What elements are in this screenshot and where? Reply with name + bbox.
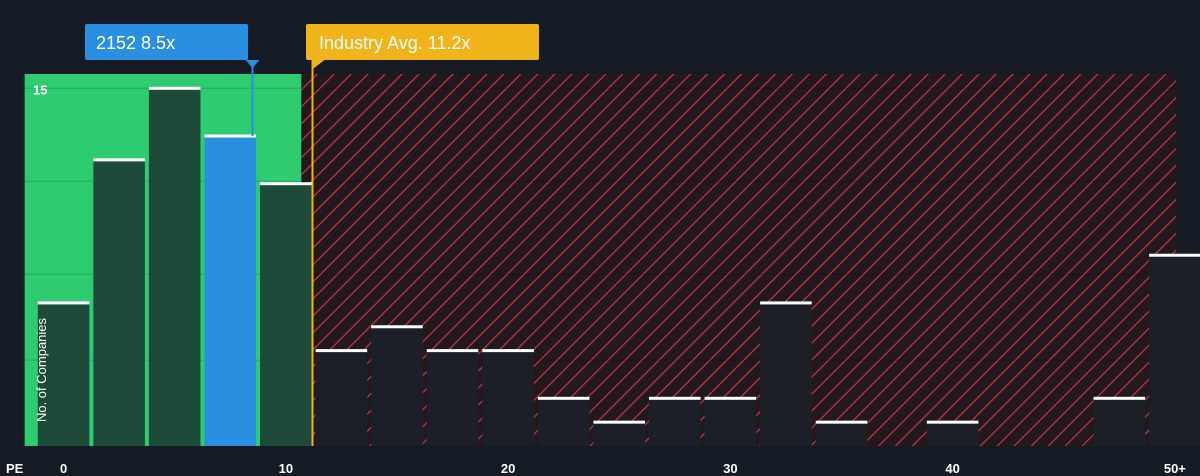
histogram-bar-cap xyxy=(204,134,257,138)
x-tick-label: 50+ xyxy=(1164,461,1186,476)
industry-avg-callout-label: Industry Avg. 11.2x xyxy=(319,33,470,53)
histogram-bar xyxy=(148,88,201,447)
histogram-bar-cap xyxy=(148,86,201,90)
x-tick-label: 20 xyxy=(501,461,515,476)
histogram-bar-cap xyxy=(1149,253,1200,257)
company-callout-pointer xyxy=(245,60,260,68)
histogram-bar-cap xyxy=(426,349,479,353)
histogram-bar-cap xyxy=(37,301,90,305)
histogram-bar xyxy=(482,350,534,446)
histogram-bar xyxy=(315,350,368,446)
x-tick-label: 40 xyxy=(945,461,959,476)
x-tick-label: 30 xyxy=(723,461,737,476)
histogram-bar xyxy=(537,398,590,446)
industry-avg-callout-box xyxy=(306,24,539,60)
histogram-bar xyxy=(760,302,812,446)
histogram-bar xyxy=(1149,255,1200,446)
histogram-bar-cap xyxy=(815,420,868,424)
y-tick-label: 15 xyxy=(33,82,47,97)
histogram-bar xyxy=(926,422,979,446)
histogram-bar xyxy=(593,422,646,446)
histogram-bar-cap xyxy=(93,158,145,162)
x-tick-label: 0 xyxy=(60,461,67,476)
x-axis-title: PE xyxy=(6,461,24,476)
histogram-bar xyxy=(93,159,145,446)
histogram-bar-cap xyxy=(649,396,701,400)
histogram-bar-cap xyxy=(315,349,368,353)
company-callout-box xyxy=(85,24,248,60)
y-axis-title: No. of Companies xyxy=(34,317,49,422)
histogram-bar-cap xyxy=(760,301,812,305)
histogram-bar xyxy=(37,302,90,446)
company-callout: 2152 8.5x xyxy=(85,24,260,68)
industry-avg-callout: Industry Avg. 11.2x xyxy=(306,24,539,70)
x-tick-label: 10 xyxy=(279,461,293,476)
histogram-bar-cap xyxy=(704,396,757,400)
histogram-bar xyxy=(371,326,423,446)
histogram-bar-cap xyxy=(926,420,979,424)
histogram-bar xyxy=(815,422,868,446)
histogram-bar-cap xyxy=(537,396,590,400)
histogram-bar xyxy=(260,183,312,446)
histogram-bar-cap xyxy=(371,325,423,329)
company-callout-label: 2152 8.5x xyxy=(96,33,175,53)
histogram-bar-cap xyxy=(1093,396,1146,400)
histogram-bar xyxy=(426,350,479,446)
industry-avg-callout-pointer xyxy=(311,60,325,70)
histogram-bar-cap xyxy=(260,182,312,186)
histogram-bar xyxy=(1093,398,1146,446)
histogram-bar xyxy=(649,398,701,446)
histogram-bar-cap xyxy=(482,349,534,353)
histogram-bar xyxy=(204,136,257,446)
histogram-bar-cap xyxy=(593,420,646,424)
histogram-bar xyxy=(704,398,757,446)
